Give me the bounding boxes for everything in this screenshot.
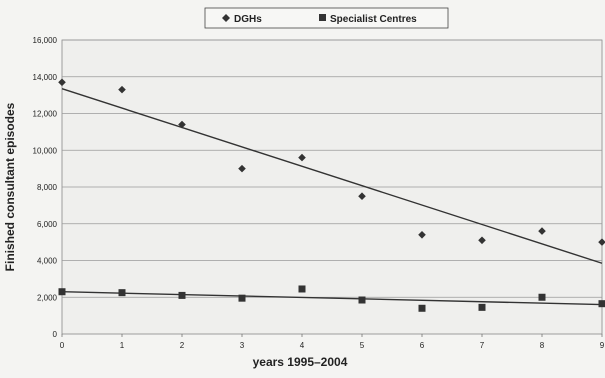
data-point-specialist-centres	[298, 285, 306, 293]
data-point-dghs	[58, 78, 66, 87]
x-tick-labels: 0 1 2 3 4 5 6 7 8 9	[60, 334, 605, 350]
x-tick-label: 8	[540, 341, 545, 350]
legend-label-dghs: DGHs	[234, 14, 262, 25]
data-point-dghs	[598, 238, 605, 246]
y-tick-label: 8,000	[37, 183, 58, 192]
data-point-specialist-centres	[598, 300, 605, 308]
y-tick-label: 0	[53, 330, 58, 339]
data-point-dghs	[418, 230, 426, 239]
data-point-specialist-centres	[418, 304, 426, 312]
data-point-dghs	[298, 153, 306, 162]
data-point-dghs	[118, 85, 126, 94]
y-tick-label: 6,000	[37, 220, 58, 229]
x-tick-label: 7	[480, 341, 485, 350]
data-point-specialist-centres	[238, 294, 246, 302]
y-axis-title: Finished consultant episodes	[3, 102, 17, 271]
data-point-specialist-centres	[478, 303, 486, 311]
data-point-specialist-centres	[118, 289, 126, 297]
x-tick-label: 1	[120, 341, 125, 350]
data-point-dghs	[238, 164, 246, 173]
data-point-dghs	[358, 192, 366, 200]
gridlines	[62, 39, 602, 298]
trendline-specialist-centres	[61, 291, 603, 306]
trendline-dghs	[61, 88, 603, 264]
legend-marker-specialist-centres	[319, 14, 326, 21]
y-tick-label: 4,000	[37, 257, 58, 266]
x-tick-label: 6	[420, 341, 425, 350]
trendlines	[61, 88, 603, 306]
x-tick-label: 5	[360, 341, 365, 350]
data-point-dghs	[178, 120, 186, 129]
y-tick-label: 14,000	[33, 73, 58, 82]
x-axis-title: years 1995–2004	[253, 355, 348, 369]
x-tick-label: 3	[240, 341, 245, 350]
x-tick-label: 9	[600, 341, 605, 350]
data-point-specialist-centres	[178, 291, 186, 299]
legend-marker-dghs	[222, 14, 230, 22]
data-point-dghs	[478, 236, 486, 245]
y-tick-label: 10,000	[33, 146, 58, 155]
legend-label-specialist-centres: Specialist Centres	[330, 14, 417, 25]
data-point-specialist-centres	[358, 296, 366, 304]
data-point-specialist-centres	[538, 293, 546, 301]
data-point-specialist-centres	[58, 288, 66, 296]
legend: DGHs Specialist Centres	[204, 7, 449, 29]
data-points	[58, 78, 605, 312]
y-tick-label: 12,000	[33, 110, 58, 119]
x-tick-label: 4	[300, 341, 305, 350]
y-tick-label: 2,000	[37, 293, 58, 302]
y-tick-labels: 0 2,000 4,000 6,000 8,000 10,000 12,000 14,000 1…	[33, 36, 58, 339]
legend-box	[204, 7, 449, 29]
data-point-dghs	[538, 227, 546, 235]
y-tick-label: 16,000	[33, 36, 58, 45]
x-tick-label: 2	[180, 341, 185, 350]
x-tick-label: 0	[60, 341, 65, 350]
